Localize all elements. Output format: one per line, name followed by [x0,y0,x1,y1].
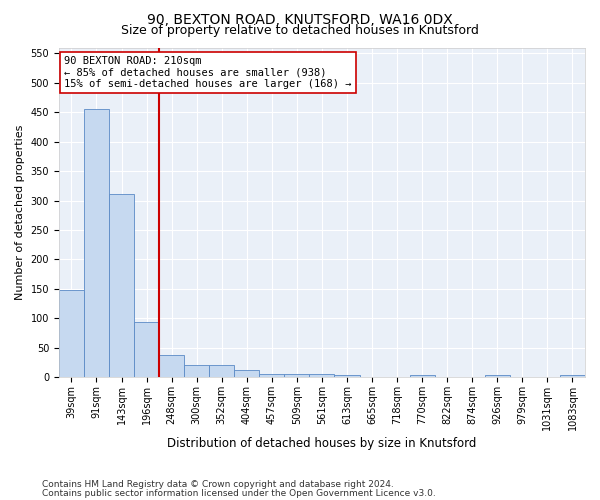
Text: Size of property relative to detached houses in Knutsford: Size of property relative to detached ho… [121,24,479,37]
Text: 90, BEXTON ROAD, KNUTSFORD, WA16 0DX: 90, BEXTON ROAD, KNUTSFORD, WA16 0DX [147,12,453,26]
Bar [485,375,510,377]
Bar [334,375,359,377]
Bar [109,194,134,377]
Text: 90 BEXTON ROAD: 210sqm
← 85% of detached houses are smaller (938)
15% of semi-de: 90 BEXTON ROAD: 210sqm ← 85% of detached… [64,56,352,89]
Bar [209,366,234,377]
X-axis label: Distribution of detached houses by size in Knutsford: Distribution of detached houses by size … [167,437,476,450]
Bar [560,376,585,377]
Y-axis label: Number of detached properties: Number of detached properties [15,124,25,300]
Bar [410,375,434,377]
Text: Contains public sector information licensed under the Open Government Licence v3: Contains public sector information licen… [42,488,436,498]
Bar [134,322,159,377]
Bar [259,374,284,377]
Bar [59,290,84,377]
Bar [310,374,334,377]
Bar [284,374,310,377]
Bar [84,108,109,377]
Bar [234,370,259,377]
Bar [159,356,184,377]
Bar [184,366,209,377]
Text: Contains HM Land Registry data © Crown copyright and database right 2024.: Contains HM Land Registry data © Crown c… [42,480,394,489]
